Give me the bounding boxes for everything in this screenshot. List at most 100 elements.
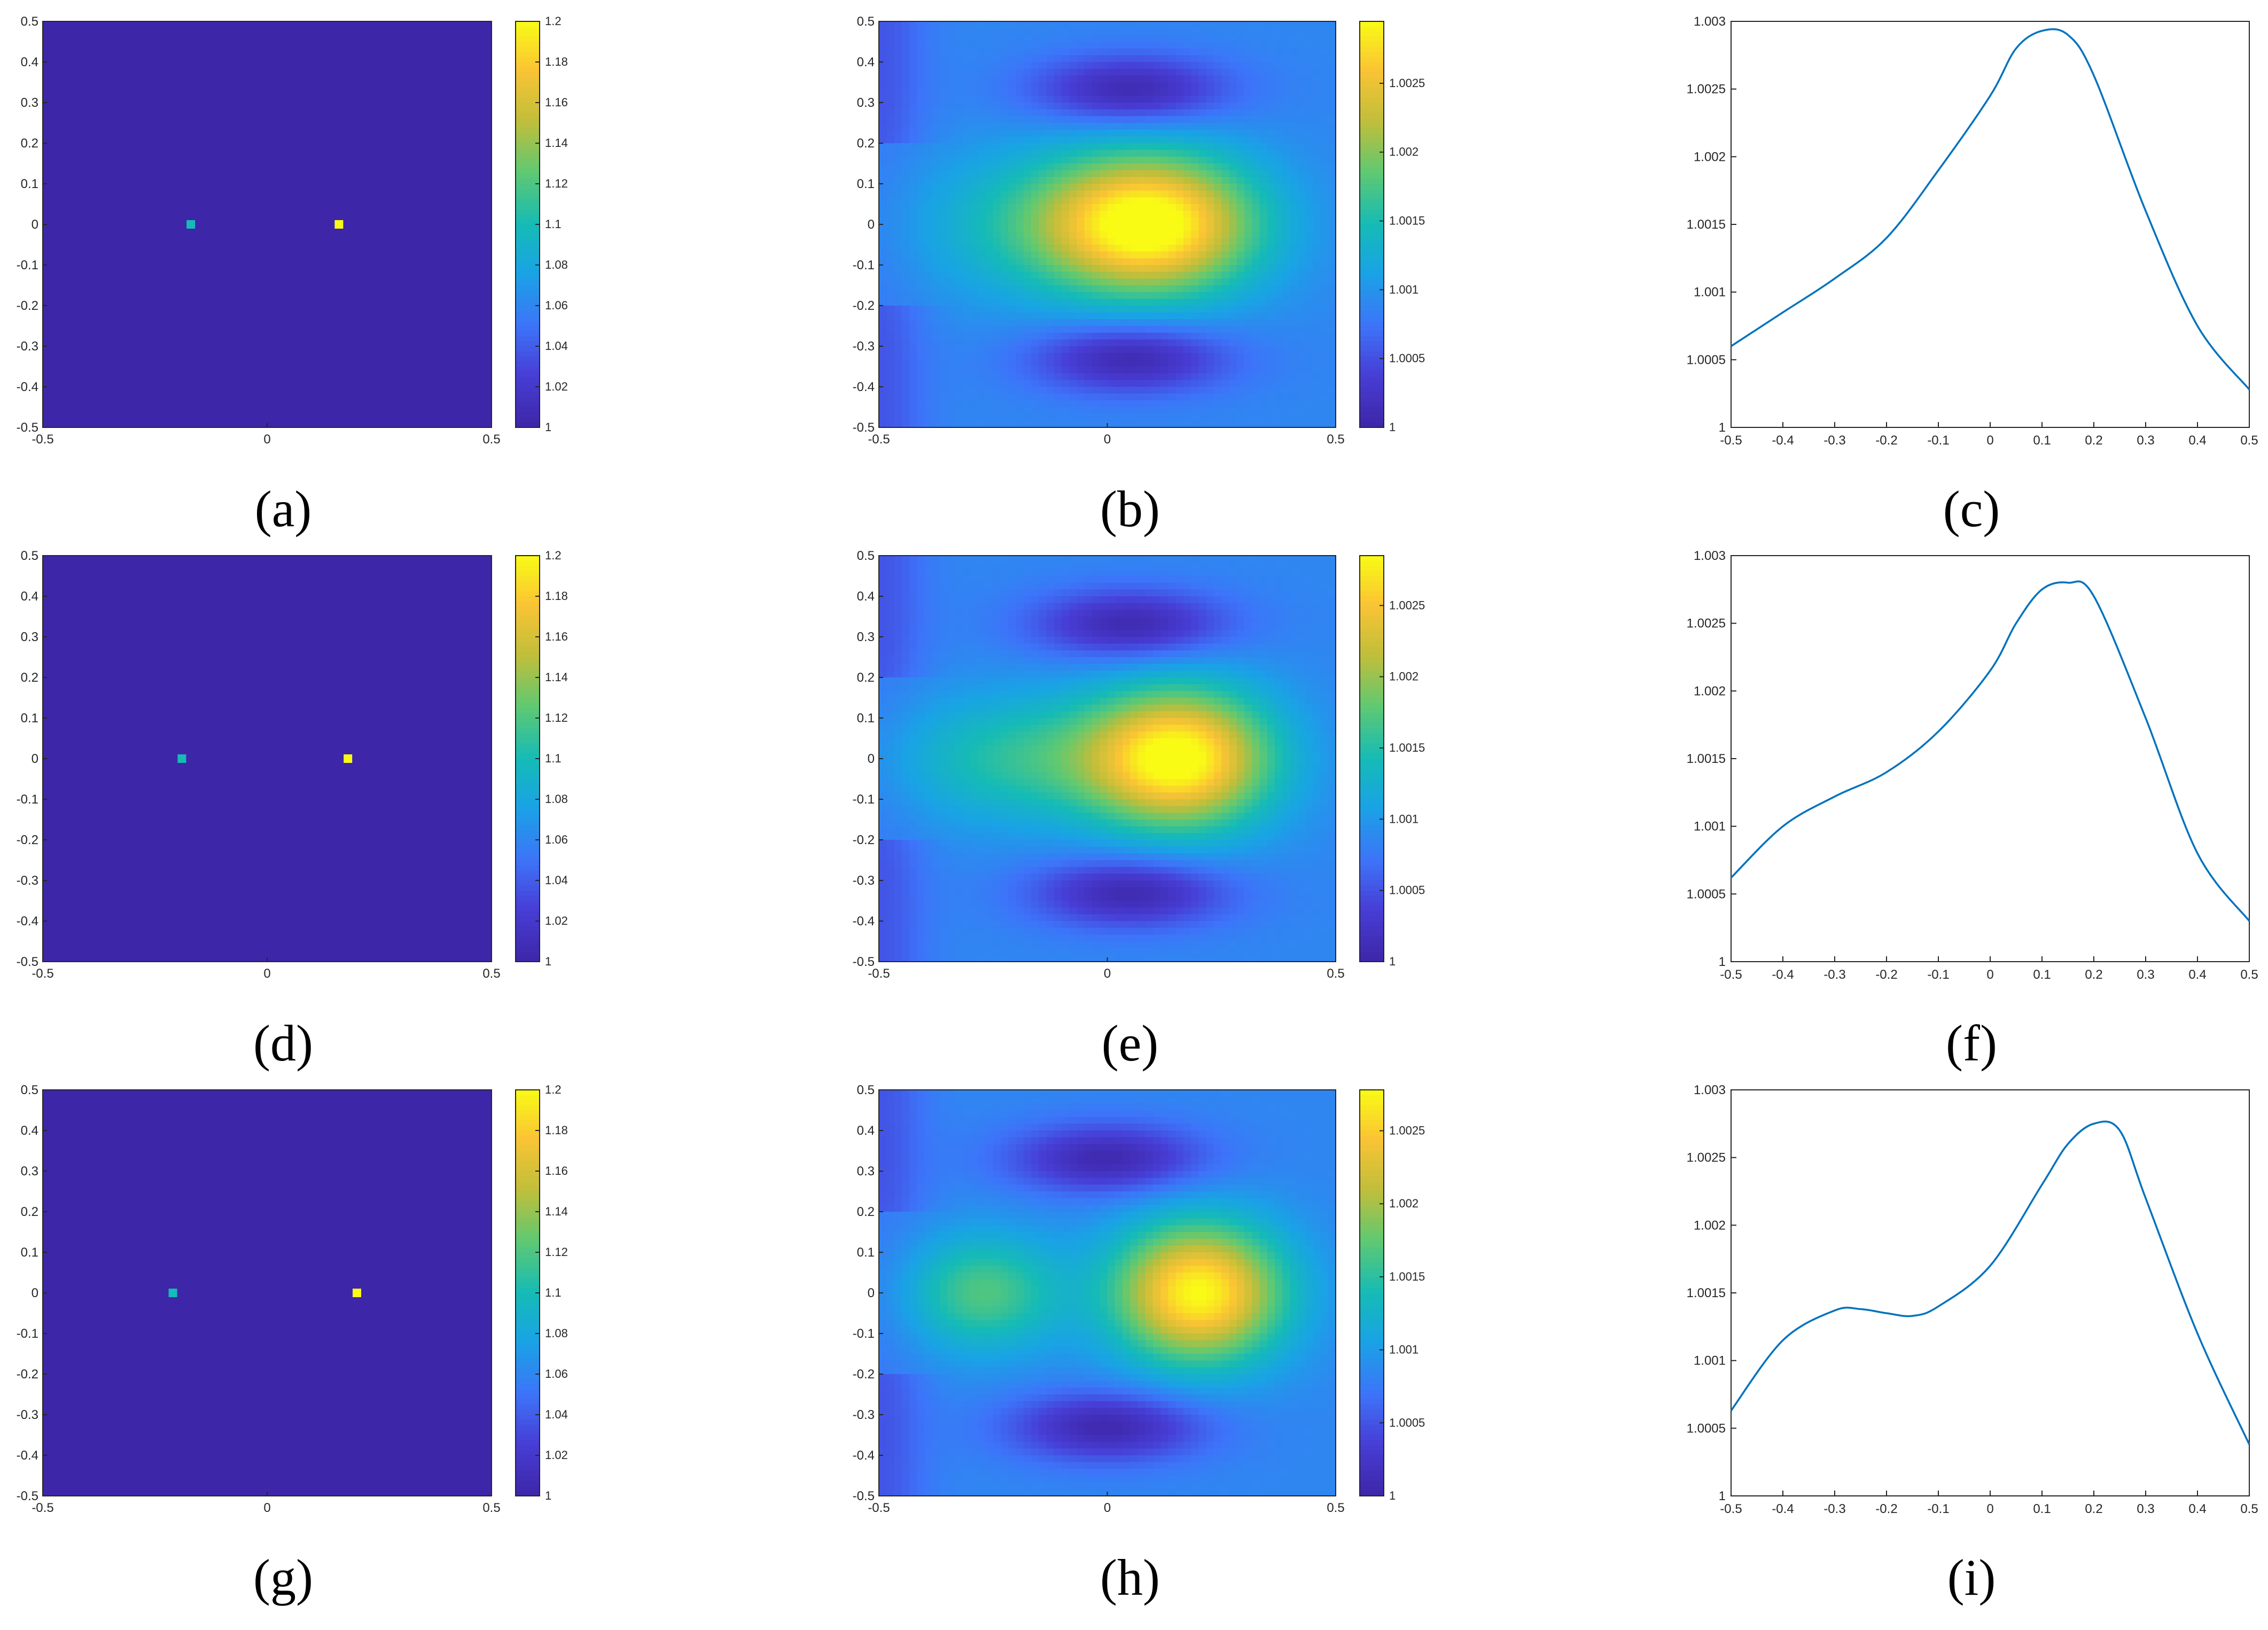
series-line (1730, 580, 2250, 922)
x-tick-label: -0.4 (1772, 1502, 1794, 1516)
panel-caption: (a) (255, 480, 312, 537)
y-tick-label: -0.5 (17, 1489, 38, 1503)
y-tick-label: -0.4 (853, 914, 875, 929)
y-tick-label: 0.5 (857, 549, 875, 563)
colorbar-tick-label: 1.16 (545, 1164, 568, 1177)
y-tick-label: -0.2 (17, 833, 38, 847)
y-tick-label: -0.2 (853, 1367, 875, 1382)
panel-e: 0.5 0.4 0.3 0.2 0.1 0 -0.1 -0.2 -0.3 -0.4 -0.5-0.5… (853, 549, 1425, 1072)
colorbar-tick-label: 1.1 (545, 752, 562, 765)
y-tick-label: 1 (1719, 1489, 1726, 1503)
y-tick-label: -0.5 (17, 420, 38, 435)
colorbar-tick-label: 1.1 (545, 1286, 562, 1299)
colorbar-tick-label: 1.002 (1389, 1197, 1419, 1210)
plot-frame (1731, 21, 2250, 428)
plot-frame (1731, 555, 2250, 962)
panel-caption: (b) (1100, 480, 1160, 537)
x-tick-label: -0.5 (868, 1501, 890, 1515)
panel-g: 0.5 0.4 0.3 0.2 0.1 0 -0.1 -0.2 -0.3 -0.4 -0.5-0.5… (17, 1083, 568, 1606)
colorbar-tick-label: 1 (545, 420, 551, 434)
y-tick-label: 0 (32, 752, 38, 766)
y-tick-label: 0.4 (857, 589, 875, 604)
colorbar-tick-label: 1 (1389, 420, 1396, 434)
y-tick-label: 1.003 (1694, 1083, 1726, 1097)
y-tick-label: -0.3 (17, 1408, 38, 1422)
colorbar-tick-label: 1.2 (545, 14, 562, 28)
x-tick-label: -0.4 (1772, 968, 1794, 982)
y-tick-label: 0 (32, 1286, 38, 1300)
x-tick-label: 0 (263, 1501, 270, 1515)
x-tick-label: -0.2 (1875, 433, 1897, 448)
x-tick-label: -0.5 (1720, 433, 1742, 448)
y-tick-label: 0.2 (857, 136, 875, 151)
y-tick-label: -0.5 (853, 1489, 875, 1503)
colorbar-tick-label: 1.12 (545, 177, 568, 190)
x-tick-label: 0.2 (2085, 1502, 2102, 1516)
inclusion-point-1 (177, 754, 186, 763)
colorbar-tick-label: 1.06 (545, 833, 568, 846)
y-tick-label: -0.1 (17, 258, 38, 272)
x-tick-label: 0.2 (2085, 968, 2102, 982)
y-tick-label: 0.2 (21, 670, 38, 685)
y-tick-label: 0.1 (857, 711, 875, 726)
y-tick-label: -0.3 (17, 339, 38, 354)
colorbar-tick-label: 1.0015 (1389, 214, 1425, 228)
y-tick-label: -0.1 (853, 792, 875, 807)
y-tick-label: -0.3 (853, 1408, 875, 1422)
colorbar-tick-label: 1.0005 (1389, 1416, 1425, 1429)
y-tick-label: 0.5 (21, 14, 38, 29)
colorbar-tick-label: 1.0015 (1389, 1270, 1425, 1283)
y-tick-label: 0.3 (857, 630, 875, 644)
panel-i: 1.003 1.0025 1.002 1.0015 1.001 1.0005 1-0.5 -0… (1687, 1083, 2258, 1606)
x-tick-label: -0.1 (1927, 433, 1949, 448)
panel-h: 0.5 0.4 0.3 0.2 0.1 0 -0.1 -0.2 -0.3 -0.4 -0.5-0.5… (853, 1083, 1425, 1606)
y-tick-label: -0.4 (17, 914, 38, 929)
y-tick-label: 1.001 (1694, 285, 1726, 300)
y-tick-label: 0.1 (857, 1245, 875, 1260)
x-tick-label: -0.2 (1875, 968, 1897, 982)
y-tick-label: -0.4 (853, 1448, 875, 1463)
panel-b: 0.5 0.4 0.3 0.2 0.1 0 -0.1 -0.2 -0.3 -0.4 -0.5-0.5… (853, 14, 1425, 537)
y-tick-label: 0 (868, 1286, 875, 1300)
x-tick-label: 0.5 (482, 432, 500, 447)
y-tick-label: 0.5 (21, 1083, 38, 1097)
colorbar-tick-label: 1.12 (545, 711, 568, 724)
y-tick-label: 0 (868, 752, 875, 766)
colorbar-tick-label: 1.12 (545, 1245, 568, 1259)
x-tick-label: 0.5 (482, 966, 500, 981)
x-tick-label: 0.1 (2033, 968, 2051, 982)
y-tick-label: 0.5 (857, 14, 875, 29)
x-tick-label: 0.1 (2033, 433, 2051, 448)
panel-caption: (f) (1946, 1015, 1997, 1072)
x-tick-label: -0.2 (1875, 1502, 1897, 1516)
field-raster (879, 556, 1336, 962)
y-tick-label: -0.2 (853, 833, 875, 847)
inclusion-point-1 (186, 220, 196, 229)
y-tick-label: 0.4 (21, 1124, 38, 1138)
y-tick-label: 0.3 (21, 630, 38, 644)
y-tick-label: -0.1 (17, 792, 38, 807)
series-line (1731, 28, 2250, 391)
y-tick-label: -0.5 (17, 955, 38, 969)
x-tick-label: -0.3 (1823, 433, 1845, 448)
x-tick-label: 0.2 (2085, 433, 2102, 448)
colorbar-tick-label: 1.02 (545, 380, 568, 393)
y-tick-label: 1.003 (1694, 14, 1726, 29)
x-tick-label: -0.3 (1823, 1502, 1845, 1516)
x-tick-label: 0 (1104, 1501, 1111, 1515)
colorbar-tick-label: 1.001 (1389, 283, 1419, 296)
x-tick-label: -0.1 (1927, 1502, 1949, 1516)
field-raster (879, 1090, 1336, 1496)
colorbar-tick-label: 1.1 (545, 217, 562, 231)
y-tick-label: 0.4 (21, 55, 38, 69)
y-tick-label: 1.0005 (1687, 353, 1726, 367)
y-tick-label: 0.2 (21, 1205, 38, 1219)
plot-frame (1731, 1089, 2250, 1496)
colorbar-tick-label: 1.002 (1389, 145, 1419, 159)
colorbar-tick-label: 1.04 (545, 1408, 568, 1421)
x-tick-label: 0.5 (2240, 968, 2258, 982)
x-tick-label: 0 (263, 966, 270, 981)
y-tick-label: -0.4 (17, 1448, 38, 1463)
y-tick-label: 0.3 (857, 1164, 875, 1179)
